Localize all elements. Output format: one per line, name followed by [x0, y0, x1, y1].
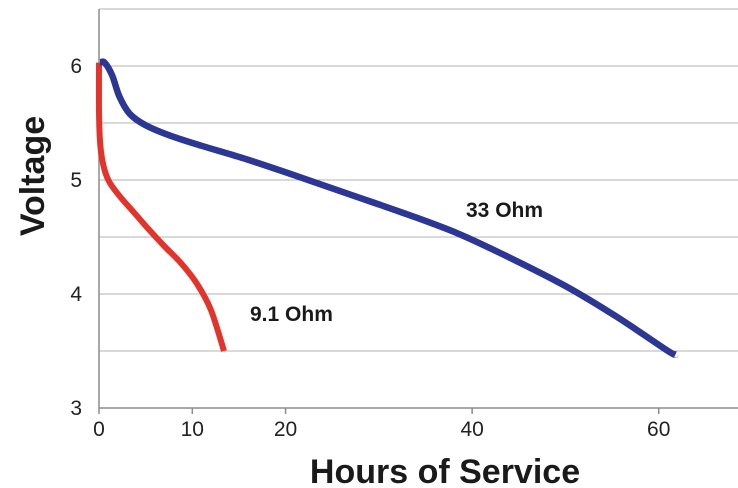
series-line-9-1-ohm — [95, 62, 227, 352]
x-tick-label-10: 10 — [181, 418, 204, 441]
x-tick-label-40: 40 — [460, 418, 483, 441]
x-axis-title: Hours of Service — [310, 453, 580, 488]
x-tick-label-20: 20 — [274, 418, 297, 441]
y-tick-label-6: 6 — [70, 55, 82, 78]
y-tick-label-5: 5 — [70, 169, 82, 192]
series-line-33-ohm — [98, 58, 679, 359]
series-lines — [95, 58, 679, 359]
y-tick-label-4: 4 — [70, 283, 82, 306]
y-axis-title: Voltage — [14, 116, 52, 236]
gridlines — [99, 8, 738, 352]
x-tick-label-0: 0 — [93, 418, 105, 441]
y-tick-label-3: 3 — [70, 397, 82, 420]
axes — [98, 9, 738, 414]
series-label-9-1-ohm: 9.1 Ohm — [250, 303, 333, 326]
series-label-33-ohm: 33 Ohm — [466, 199, 543, 222]
tick-labels: 0 10 20 40 60 3 4 5 6 — [70, 55, 670, 441]
x-tick-label-60: 60 — [647, 418, 670, 441]
